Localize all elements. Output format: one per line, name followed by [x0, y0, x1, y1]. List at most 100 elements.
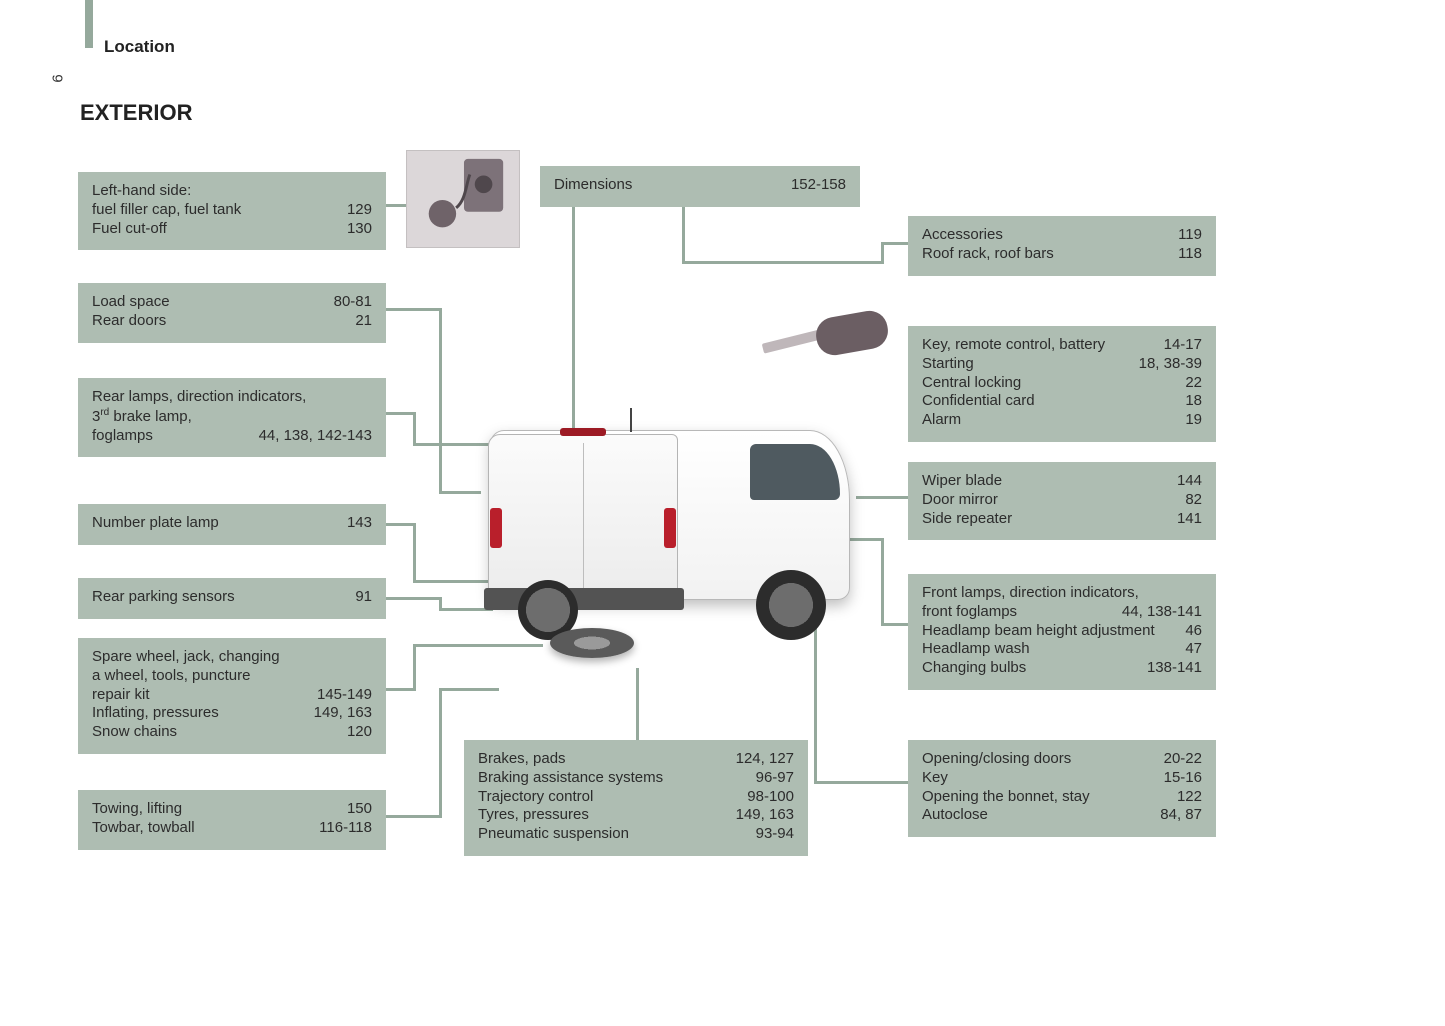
card-row-label: Tyres, pressures — [478, 806, 601, 825]
card-row-label: fuel filler cap, fuel tank — [92, 201, 253, 220]
card-row: a wheel, tools, puncture — [92, 667, 372, 686]
card-row-label: Left-hand side: — [92, 182, 203, 201]
card-row-label: Key — [922, 769, 960, 788]
card-row: foglamps 44, 138, 142-143 — [92, 427, 372, 446]
card-row-pages: 120 — [347, 723, 372, 742]
card-row-pages: 116-118 — [319, 819, 372, 838]
card-row-label: Accessories — [922, 226, 1015, 245]
card-doors: Opening/closing doors20-22Key15-16Openin… — [908, 740, 1216, 837]
connector-line — [413, 523, 416, 583]
card-row-label: foglamps — [92, 427, 165, 446]
page-title: EXTERIOR — [80, 100, 192, 126]
card-row-pages: 20-22 — [1164, 750, 1202, 769]
card-row: Opening/closing doors20-22 — [922, 750, 1202, 769]
card-row-pages: 93-94 — [756, 825, 794, 844]
card-row-label: Brakes, pads — [478, 750, 578, 769]
card-row-label: Snow chains — [92, 723, 189, 742]
card-row: Headlamp beam height adjustment46 — [922, 622, 1202, 641]
connector-line — [439, 688, 442, 818]
card-row-label: Headlamp beam height adjustment — [922, 622, 1167, 641]
connector-line — [439, 308, 442, 494]
card-row-pages: 44, 138, 142-143 — [259, 427, 372, 446]
card-row: Load space80-81 — [92, 293, 372, 312]
connector-line — [386, 597, 442, 600]
card-row: Autoclose84, 87 — [922, 806, 1202, 825]
section-label: Location — [104, 37, 175, 57]
connector-line — [439, 688, 499, 691]
card-row: Headlamp wash47 — [922, 640, 1202, 659]
card-row-label: Central locking — [922, 374, 1033, 393]
card-row-pages: 149, 163 — [314, 704, 372, 723]
connector-line — [386, 688, 416, 691]
card-row: Tyres, pressures149, 163 — [478, 806, 794, 825]
card-row: Snow chains 120 — [92, 723, 372, 742]
card-row-label: Number plate lamp — [92, 514, 231, 533]
card-row-label: Confidential card — [922, 392, 1047, 411]
card-row-pages: 118 — [1178, 245, 1202, 264]
card-row: Rear parking sensors91 — [92, 588, 372, 607]
card-row: fuel filler cap, fuel tank129 — [92, 201, 372, 220]
card-frontlamps: Front lamps, direction indicators,front … — [908, 574, 1216, 690]
card-row-label: Spare wheel, jack, changing — [92, 648, 292, 667]
card-row-pages: 143 — [347, 514, 372, 533]
connector-line — [386, 523, 416, 526]
card-row-label: Autoclose — [922, 806, 1000, 825]
page-number: 6 — [50, 74, 67, 82]
card-row-pages: 119 — [1178, 226, 1202, 245]
card-row-pages: 18, 38-39 — [1139, 355, 1202, 374]
card-row: Left-hand side: — [92, 182, 372, 201]
card-row-label: front foglamps — [922, 603, 1029, 622]
card-load: Load space80-81Rear doors21 — [78, 283, 386, 343]
card-rearlamps: Rear lamps, direction indicators,3rd bra… — [78, 378, 386, 457]
card-row-label: Fuel cut-off — [92, 220, 179, 239]
card-row-pages: 98-100 — [747, 788, 794, 807]
card-row: Fuel cut-off 130 — [92, 220, 372, 239]
connector-line — [413, 412, 416, 446]
card-row: Towbar, towball116-118 — [92, 819, 372, 838]
card-row-pages: 141 — [1177, 510, 1202, 529]
card-row-label: Rear lamps, direction indicators, — [92, 388, 318, 407]
card-row-pages: 47 — [1185, 640, 1202, 659]
card-brakes: Brakes, pads124, 127Braking assistance s… — [464, 740, 808, 856]
card-wiper: Wiper blade144Door mirror82Side repeater… — [908, 462, 1216, 540]
card-row-pages: 130 — [347, 220, 372, 239]
card-row: Brakes, pads124, 127 — [478, 750, 794, 769]
card-row-label: Trajectory control — [478, 788, 605, 807]
card-row: Central locking22 — [922, 374, 1202, 393]
connector-line — [682, 204, 685, 264]
connector-line — [636, 668, 639, 740]
connector-line — [881, 538, 884, 626]
card-row: Dimensions152-158 — [554, 176, 846, 195]
vehicle-illustration — [460, 400, 880, 660]
connector-line — [881, 242, 884, 264]
card-key: Key, remote control, battery14-17Startin… — [908, 326, 1216, 442]
card-row: repair kit145-149 — [92, 686, 372, 705]
card-row-label: Load space — [92, 293, 182, 312]
connector-line — [386, 308, 442, 311]
card-row: Roof rack, roof bars118 — [922, 245, 1202, 264]
card-row-label: repair kit — [92, 686, 162, 705]
card-row-pages: 19 — [1185, 411, 1202, 430]
card-row-label: Inflating, pressures — [92, 704, 231, 723]
card-row-label: Rear doors — [92, 312, 178, 331]
connector-line — [386, 204, 406, 207]
connector-line — [386, 815, 442, 818]
card-row: Door mirror82 — [922, 491, 1202, 510]
connector-line — [881, 623, 908, 626]
card-row: Alarm 19 — [922, 411, 1202, 430]
connector-line — [572, 204, 575, 428]
card-row-label: Changing bulbs — [922, 659, 1038, 678]
card-row: Inflating, pressures 149, 163 — [92, 704, 372, 723]
card-row-pages: 138-141 — [1147, 659, 1202, 678]
card-spare: Spare wheel, jack, changinga wheel, tool… — [78, 638, 386, 754]
card-row-label: Alarm — [922, 411, 973, 430]
connector-line — [814, 781, 908, 784]
card-row-label: Wiper blade — [922, 472, 1014, 491]
card-row: Starting18, 38-39 — [922, 355, 1202, 374]
card-row: Trajectory control 98-100 — [478, 788, 794, 807]
card-row-label: Braking assistance systems — [478, 769, 675, 788]
connector-line — [881, 242, 908, 245]
card-row-pages: 15-16 — [1164, 769, 1202, 788]
card-row-pages: 150 — [347, 800, 372, 819]
card-row-pages: 44, 138-141 — [1122, 603, 1202, 622]
